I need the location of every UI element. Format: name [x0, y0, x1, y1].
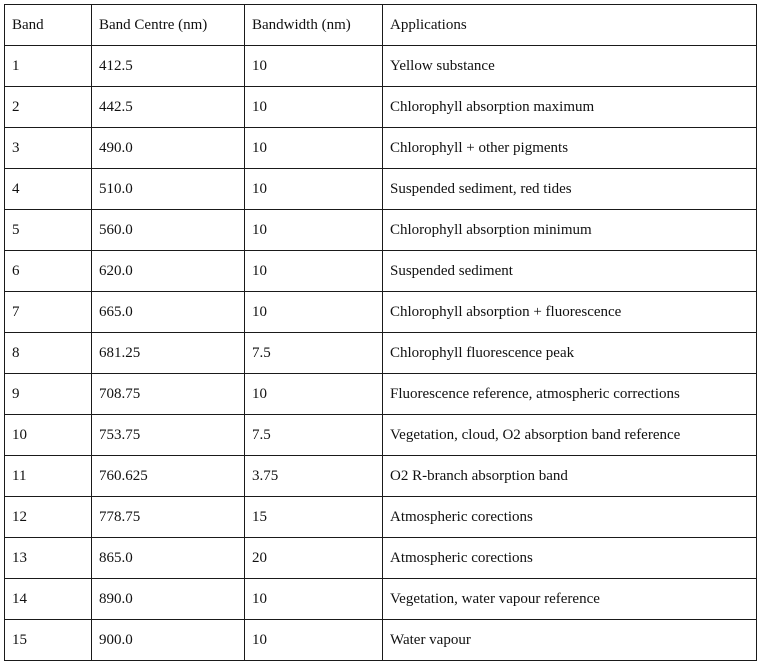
cell-band-centre: 412.5 [91, 45, 245, 87]
cell-application: Water vapour [382, 619, 757, 661]
cell-application: Atmospheric corections [382, 496, 757, 538]
cell-band: 4 [4, 168, 92, 210]
table-row: 13 865.0 20 Atmospheric corections [4, 537, 757, 579]
table-row: 14 890.0 10 Vegetation, water vapour ref… [4, 578, 757, 620]
cell-band: 8 [4, 332, 92, 374]
cell-bandwidth: 7.5 [244, 332, 383, 374]
cell-bandwidth: 10 [244, 127, 383, 169]
cell-band-centre: 900.0 [91, 619, 245, 661]
cell-bandwidth: 10 [244, 250, 383, 292]
cell-bandwidth: 10 [244, 578, 383, 620]
cell-application: Yellow substance [382, 45, 757, 87]
cell-band: 7 [4, 291, 92, 333]
header-applications: Applications [382, 4, 757, 46]
cell-band-centre: 490.0 [91, 127, 245, 169]
cell-bandwidth: 10 [244, 45, 383, 87]
table-row: 10 753.75 7.5 Vegetation, cloud, O2 abso… [4, 414, 757, 456]
cell-band: 10 [4, 414, 92, 456]
cell-application: Fluorescence reference, atmospheric corr… [382, 373, 757, 415]
bands-table: Band Band Centre (nm) Bandwidth (nm) App… [4, 4, 757, 661]
table-row: 3 490.0 10 Chlorophyll + other pigments [4, 127, 757, 169]
cell-band: 2 [4, 86, 92, 128]
header-band-centre: Band Centre (nm) [91, 4, 245, 46]
table-row: 7 665.0 10 Chlorophyll absorption + fluo… [4, 291, 757, 333]
cell-application: Suspended sediment, red tides [382, 168, 757, 210]
cell-band: 11 [4, 455, 92, 497]
cell-application: Chlorophyll absorption minimum [382, 209, 757, 251]
cell-application: Suspended sediment [382, 250, 757, 292]
cell-application: O2 R-branch absorption band [382, 455, 757, 497]
cell-bandwidth: 20 [244, 537, 383, 579]
cell-bandwidth: 10 [244, 619, 383, 661]
cell-band-centre: 442.5 [91, 86, 245, 128]
cell-band-centre: 560.0 [91, 209, 245, 251]
table-row: 6 620.0 10 Suspended sediment [4, 250, 757, 292]
table-row: 2 442.5 10 Chlorophyll absorption maximu… [4, 86, 757, 128]
cell-application: Atmospheric corections [382, 537, 757, 579]
cell-band-centre: 760.625 [91, 455, 245, 497]
cell-band-centre: 510.0 [91, 168, 245, 210]
cell-band-centre: 753.75 [91, 414, 245, 456]
cell-band: 5 [4, 209, 92, 251]
table-row: 5 560.0 10 Chlorophyll absorption minimu… [4, 209, 757, 251]
cell-band-centre: 778.75 [91, 496, 245, 538]
cell-band: 14 [4, 578, 92, 620]
table-row: 4 510.0 10 Suspended sediment, red tides [4, 168, 757, 210]
cell-bandwidth: 15 [244, 496, 383, 538]
table-row: 8 681.25 7.5 Chlorophyll fluorescence pe… [4, 332, 757, 374]
table-row: 1 412.5 10 Yellow substance [4, 45, 757, 87]
cell-application: Chlorophyll absorption + fluorescence [382, 291, 757, 333]
header-band: Band [4, 4, 92, 46]
cell-band: 9 [4, 373, 92, 415]
cell-bandwidth: 10 [244, 209, 383, 251]
cell-application: Vegetation, cloud, O2 absorption band re… [382, 414, 757, 456]
cell-application: Chlorophyll fluorescence peak [382, 332, 757, 374]
cell-bandwidth: 10 [244, 373, 383, 415]
cell-bandwidth: 10 [244, 168, 383, 210]
cell-band-centre: 890.0 [91, 578, 245, 620]
cell-band-centre: 865.0 [91, 537, 245, 579]
cell-band-centre: 620.0 [91, 250, 245, 292]
cell-bandwidth: 3.75 [244, 455, 383, 497]
cell-band: 13 [4, 537, 92, 579]
cell-band: 6 [4, 250, 92, 292]
cell-band-centre: 665.0 [91, 291, 245, 333]
table-row: 9 708.75 10 Fluorescence reference, atmo… [4, 373, 757, 415]
table-row: 12 778.75 15 Atmospheric corections [4, 496, 757, 538]
cell-application: Chlorophyll absorption maximum [382, 86, 757, 128]
cell-bandwidth: 7.5 [244, 414, 383, 456]
cell-bandwidth: 10 [244, 86, 383, 128]
cell-application: Chlorophyll + other pigments [382, 127, 757, 169]
cell-band: 12 [4, 496, 92, 538]
table-row: 15 900.0 10 Water vapour [4, 619, 757, 661]
cell-application: Vegetation, water vapour reference [382, 578, 757, 620]
cell-band: 1 [4, 45, 92, 87]
table-header-row: Band Band Centre (nm) Bandwidth (nm) App… [4, 4, 757, 46]
cell-band: 3 [4, 127, 92, 169]
header-bandwidth: Bandwidth (nm) [244, 4, 383, 46]
cell-band: 15 [4, 619, 92, 661]
cell-band-centre: 681.25 [91, 332, 245, 374]
cell-bandwidth: 10 [244, 291, 383, 333]
cell-band-centre: 708.75 [91, 373, 245, 415]
table-row: 11 760.625 3.75 O2 R-branch absorption b… [4, 455, 757, 497]
